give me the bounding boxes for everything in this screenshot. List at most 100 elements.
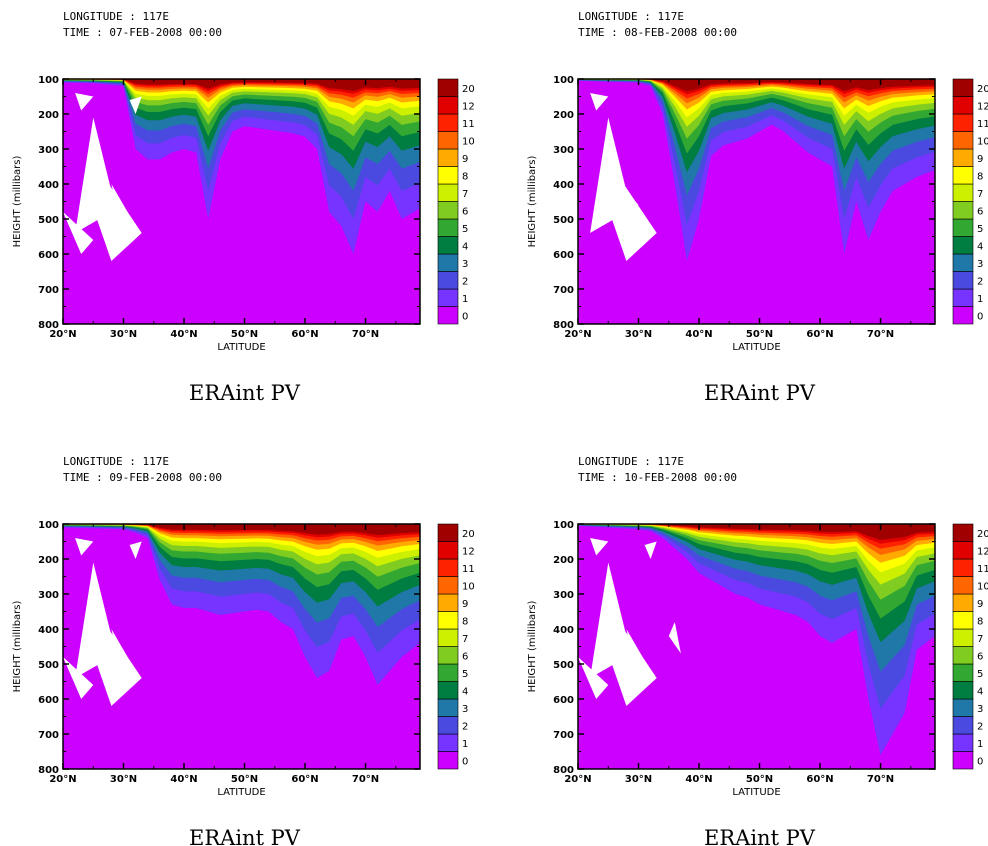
colorbar-label: 9: [462, 154, 468, 165]
colorbar-label: 12: [977, 546, 988, 557]
y-tick-label: 200: [553, 555, 574, 566]
pv-band-level-13: [578, 79, 935, 92]
colorbar-box: [437, 558, 459, 577]
y-tick-label: 700: [38, 285, 59, 296]
colorbar-label: 20: [462, 529, 475, 540]
pv-field: [63, 524, 420, 769]
x-tick-label: 40°N: [685, 329, 712, 340]
colorbar-box: [952, 183, 974, 202]
colorbar-label: 20: [977, 84, 988, 95]
header-longitude: LONGITUDE : 117E: [63, 10, 169, 23]
colorbar-label: 10: [462, 581, 475, 592]
y-tick-label: 800: [553, 765, 574, 776]
undefined-region: [111, 629, 136, 685]
panel-title: ERAint PV: [189, 826, 301, 846]
x-tick-label: 50°N: [746, 329, 773, 340]
undefined-region: [668, 622, 681, 654]
x-tick-label: 70°N: [352, 329, 379, 340]
colorbar-label: 1: [977, 739, 983, 750]
x-axis-label: LATITUDE: [732, 342, 780, 353]
panel-title: ERAint PV: [704, 381, 816, 405]
x-tick-label: 70°N: [352, 774, 379, 785]
x-tick-label: 30°N: [110, 774, 137, 785]
x-tick-label: 70°N: [867, 329, 894, 340]
undefined-region: [75, 93, 94, 111]
colorbar-label: 8: [462, 616, 468, 627]
colorbar-box: [952, 113, 974, 132]
colorbar-label: 5: [462, 669, 468, 680]
colorbar-label: 1: [462, 739, 468, 750]
colorbar-box: [952, 646, 974, 665]
x-tick-label: 50°N: [746, 774, 773, 785]
y-tick-label: 500: [38, 215, 59, 226]
y-tick-label: 300: [553, 145, 574, 156]
x-tick-label: 60°N: [291, 329, 318, 340]
colorbar-box: [437, 253, 459, 272]
colorbar-label: 20: [462, 84, 475, 95]
y-tick-label: 400: [38, 180, 59, 191]
y-tick-label: 800: [38, 320, 59, 331]
y-tick-label: 700: [38, 730, 59, 741]
y-tick-label: 400: [553, 625, 574, 636]
y-axis-label: HEIGHT (millibars): [527, 156, 538, 248]
y-axis: 100 200 300 400 500 600 700 800: [553, 75, 935, 331]
y-tick-label: 100: [38, 75, 59, 86]
colorbar-label: 10: [977, 581, 988, 592]
undefined-region: [578, 657, 609, 699]
x-tick-label: 30°N: [110, 329, 137, 340]
colorbar-box: [437, 131, 459, 150]
colorbar-label: 8: [462, 171, 468, 182]
y-tick-label: 200: [38, 555, 59, 566]
x-tick-label: 20°N: [564, 329, 591, 340]
colorbar-box: [437, 733, 459, 752]
colorbar-box: [437, 663, 459, 682]
colorbar-box: [952, 558, 974, 577]
x-axis: 20°N 30°N 40°N 50°N 60°N 70°N: [564, 79, 912, 340]
chart-panel-2: LONGITUDE : 117E TIME : 08-FEB-2008 00:00…: [527, 10, 988, 405]
colorbar-box: [437, 148, 459, 167]
colorbar-box: [952, 131, 974, 150]
colorbar-label: 2: [462, 721, 468, 732]
x-tick-label: 60°N: [806, 774, 833, 785]
y-tick-label: 500: [38, 660, 59, 671]
colorbar-label: 2: [462, 276, 468, 287]
colorbar-box: [437, 751, 459, 770]
colorbar-label: 0: [977, 311, 983, 322]
y-tick-label: 200: [553, 110, 574, 121]
undefined-region: [626, 629, 651, 685]
colorbar-label: 5: [977, 224, 983, 235]
chart-panel-4: LONGITUDE : 117E TIME : 10-FEB-2008 00:00…: [527, 455, 988, 846]
undefined-region: [63, 212, 94, 254]
pv-band-level-13: [578, 524, 935, 540]
colorbar-label: 8: [977, 616, 983, 627]
colorbar-box: [437, 78, 459, 97]
colorbar-label: 4: [977, 241, 983, 252]
x-tick-label: 30°N: [625, 329, 652, 340]
pv-band-level-13: [63, 524, 420, 536]
colorbar-label: 2: [977, 721, 983, 732]
y-tick-label: 800: [38, 765, 59, 776]
colorbar-label: 4: [462, 686, 468, 697]
x-tick-label: 30°N: [625, 774, 652, 785]
colorbar-box: [952, 628, 974, 647]
colorbar-box: [437, 201, 459, 220]
colorbar-label: 3: [462, 259, 468, 270]
pv-field: [578, 79, 935, 324]
colorbar-box: [952, 96, 974, 115]
colorbar-box: [952, 306, 974, 325]
colorbar-box: [437, 96, 459, 115]
header-time: TIME : 08-FEB-2008 00:00: [578, 26, 737, 39]
pv-field: [63, 79, 420, 324]
y-axis: 100 200 300 400 500 600 700 800: [553, 520, 935, 776]
colorbar-box: [437, 541, 459, 560]
x-tick-label: 40°N: [170, 329, 197, 340]
header-time: TIME : 10-FEB-2008 00:00: [578, 471, 737, 484]
undefined-region: [63, 657, 94, 699]
header-longitude: LONGITUDE : 117E: [578, 455, 684, 468]
header-longitude: LONGITUDE : 117E: [578, 10, 684, 23]
colorbar-label: 7: [977, 189, 983, 200]
header-longitude: LONGITUDE : 117E: [63, 455, 169, 468]
